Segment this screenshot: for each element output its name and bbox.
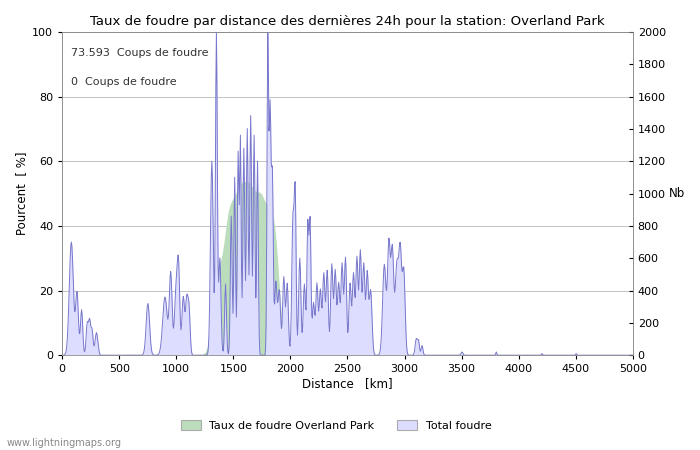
Text: 73.593  Coups de foudre: 73.593 Coups de foudre <box>71 48 209 58</box>
Text: www.lightningmaps.org: www.lightningmaps.org <box>7 438 122 448</box>
X-axis label: Distance   [km]: Distance [km] <box>302 377 393 390</box>
Y-axis label: Pourcent  [ %]: Pourcent [ %] <box>15 152 28 235</box>
Legend: Taux de foudre Overland Park, Total foudre: Taux de foudre Overland Park, Total foud… <box>176 416 496 436</box>
Y-axis label: Nb: Nb <box>668 187 685 200</box>
Title: Taux de foudre par distance des dernières 24h pour la station: Overland Park: Taux de foudre par distance des dernière… <box>90 15 605 28</box>
Text: 0  Coups de foudre: 0 Coups de foudre <box>71 77 176 87</box>
